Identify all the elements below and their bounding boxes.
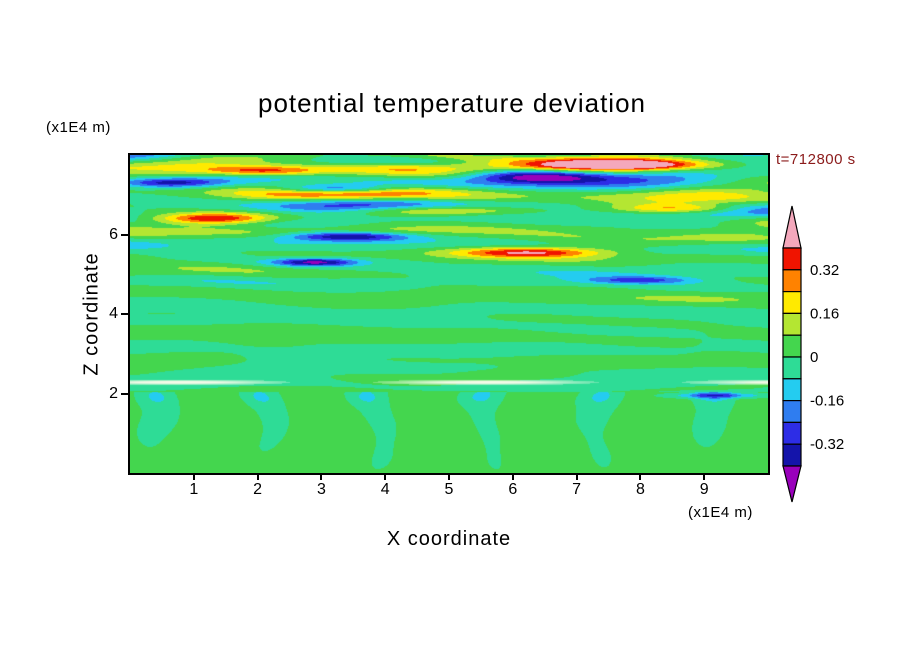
colorbar-segment [782,356,802,380]
x-axis-tick [384,473,387,480]
z-tick-label: 6 [109,225,118,243]
colorbar-segment [782,443,802,467]
colorbar-segment [782,400,802,424]
timestamp-label: t=712800 s [776,151,856,168]
colorbar-segment [782,421,802,445]
colorbar-segment [782,290,802,314]
x-axis-tick [256,473,259,480]
x-tick-label: 2 [253,481,263,498]
colorbar-tick-label: -0.32 [810,436,844,453]
x-tick-label: 8 [635,481,645,498]
colorbar-segment [782,312,802,336]
colorbar-segment [782,334,802,358]
colorbar: 0.32 0.16 0 -0.16 -0.32 [775,200,885,512]
x-axis-tick [703,473,706,480]
x-axis-label: X coordinate [386,528,512,550]
x-tick-label: 6 [508,481,518,498]
z-tick-label: 2 [109,384,118,402]
x-tick-label: 3 [316,481,326,498]
z-axis-tick [121,392,128,395]
y-axis-label: Z coordinate [80,252,103,376]
z-axis-tick [121,313,128,315]
x-axis-tick [192,473,195,480]
x-axis-tick [320,473,323,480]
plot-title: potential temperature deviation [257,88,646,118]
contour-canvas [130,155,768,473]
plot-frame: 1 2 3 4 5 6 7 8 9 2 4 6 [109,153,770,498]
x-axis-tick [511,473,514,480]
x-tick-label: 5 [444,481,454,498]
x-axis-tick [639,473,642,480]
x-tick-label: 7 [572,481,582,498]
colorbar-svg: 0.32 0.16 0 -0.16 -0.32 [782,205,844,503]
colorbar-tick-label: 0.16 [810,305,839,322]
colorbar-tick-label: 0 [810,349,818,366]
x-axis-tick [448,473,450,480]
colorbar-tick-label: 0.32 [810,262,839,279]
colorbar-over-arrow [782,205,802,249]
x-axis-unit-label: (x1E4 m) [688,504,753,521]
colorbar-segment [782,247,802,271]
colorbar-under-arrow [782,465,802,503]
x-tick-label: 9 [699,481,709,498]
z-tick-label: 4 [109,305,118,322]
x-tick-label: 1 [189,481,199,498]
x-axis-tick [575,473,578,480]
colorbar-segment [782,378,802,402]
colorbar-segment [782,269,802,293]
z-axis-tick [121,233,128,236]
y-axis-unit-label: (x1E4 m) [46,119,111,136]
colorbar-tick-label: -0.16 [810,393,844,410]
x-tick-label: 4 [380,481,390,498]
